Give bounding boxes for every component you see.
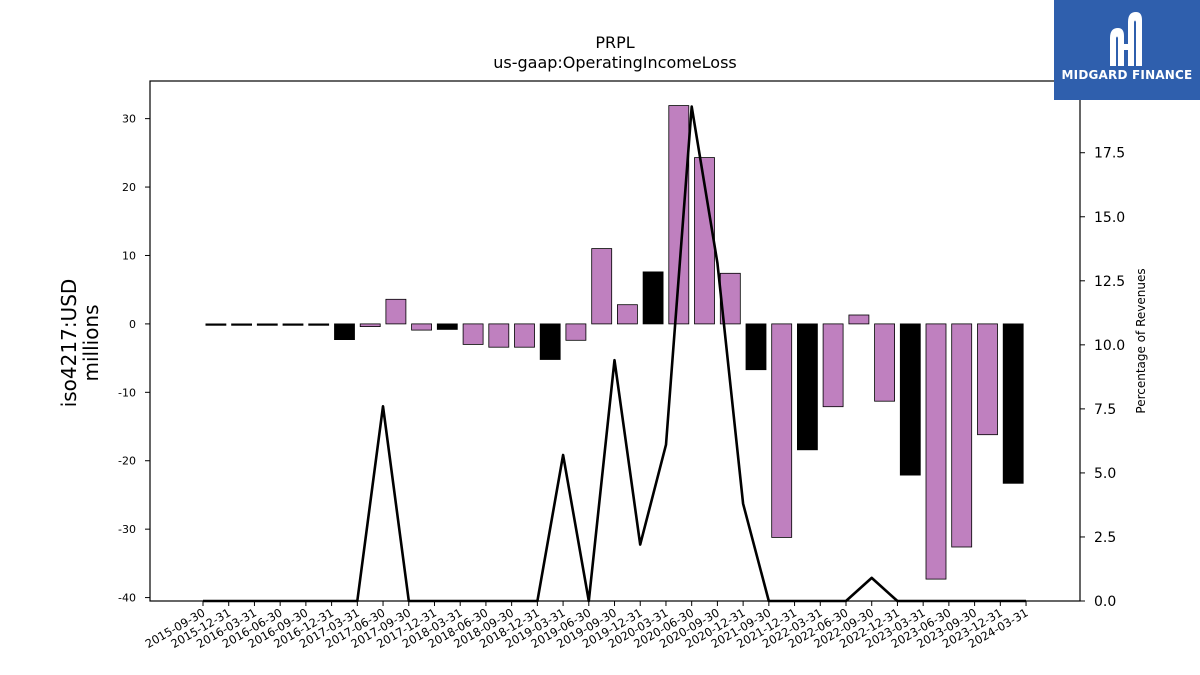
y-right-tick-label: 12.5 xyxy=(1094,274,1125,290)
bar xyxy=(256,323,278,326)
y-left-tick-label: -10 xyxy=(118,386,136,399)
bar xyxy=(642,271,664,325)
bar xyxy=(925,323,947,580)
bar xyxy=(668,105,690,325)
bar xyxy=(1002,323,1024,484)
y-left-tick-label: 0 xyxy=(129,318,136,331)
y-right-tick-label: 5.0 xyxy=(1094,466,1116,482)
bar xyxy=(282,323,304,326)
bar xyxy=(411,323,433,331)
midgard-finance-logo: MIDGARD FINANCE xyxy=(1054,0,1200,100)
bar xyxy=(514,323,535,348)
bar xyxy=(488,323,510,348)
bar xyxy=(334,323,355,340)
bar xyxy=(745,323,767,371)
bar xyxy=(231,323,253,326)
bar xyxy=(539,323,561,360)
bar xyxy=(565,323,587,341)
bar xyxy=(308,323,330,326)
y-axis-left-label-line: millions xyxy=(79,304,103,381)
y-left-tick-label: -40 xyxy=(118,592,136,605)
y-left-tick-label: 30 xyxy=(122,113,136,126)
bar xyxy=(771,323,793,538)
bar xyxy=(951,323,973,548)
bar xyxy=(205,323,227,326)
y-left-tick-label: 10 xyxy=(122,249,136,262)
bar xyxy=(436,323,458,330)
chart-title: PRPL xyxy=(595,33,634,52)
bar xyxy=(874,323,895,402)
logo-mark-icon xyxy=(1110,12,1142,66)
y-left-tick-label: -30 xyxy=(118,523,136,536)
y-right-tick-label: 7.5 xyxy=(1094,402,1116,418)
bar xyxy=(359,323,381,327)
bar xyxy=(385,298,407,325)
bar xyxy=(848,314,870,325)
y-right-tick-label: 0.0 xyxy=(1094,594,1116,610)
y-right-tick-label: 15.0 xyxy=(1094,210,1125,226)
bar xyxy=(899,323,921,476)
bar xyxy=(591,248,613,325)
bar xyxy=(462,323,484,345)
chart-subtitle: us-gaap:OperatingIncomeLoss xyxy=(493,53,737,72)
y-left-tick-label: -20 xyxy=(118,455,136,468)
y-right-tick-label: 2.5 xyxy=(1094,530,1116,546)
bar xyxy=(977,323,998,436)
logo-text: MIDGARD FINANCE xyxy=(1061,68,1193,82)
y-axis-right-label: Percentage of Revenues xyxy=(1134,268,1148,413)
bar xyxy=(822,323,844,408)
y-right-tick-label: 10.0 xyxy=(1094,338,1125,354)
y-right-tick-label: 17.5 xyxy=(1094,146,1125,162)
y-axis-left-label-line: iso4217:USD xyxy=(57,279,81,408)
bar xyxy=(797,323,818,451)
y-left-tick-label: 20 xyxy=(122,181,136,194)
bar xyxy=(617,304,638,325)
